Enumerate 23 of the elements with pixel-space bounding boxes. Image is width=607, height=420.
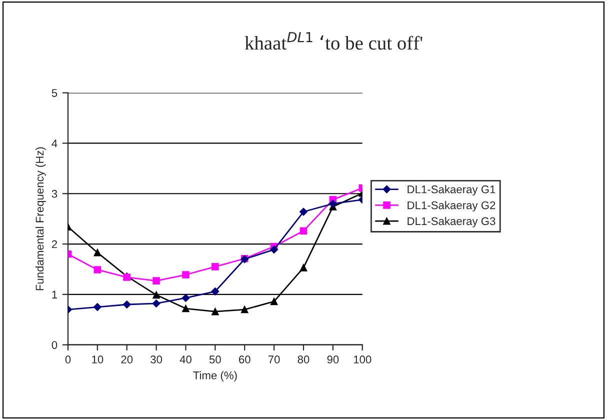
y-tick-label: 2 <box>52 240 58 248</box>
y-tick-label: 5 <box>52 89 58 97</box>
y-tick-label: 0 <box>52 341 58 349</box>
x-axis-title: Time (%) <box>193 371 237 382</box>
x-tick-label: 90 <box>327 356 339 364</box>
y-tick-label: 1 <box>52 290 58 298</box>
legend-label: DL1-Sakaeray G3 <box>408 216 496 228</box>
x-tick-label: 70 <box>268 356 280 364</box>
x-tick-label: 0 <box>65 356 71 364</box>
legend-label: DL1-Sakaeray G2 <box>408 201 496 212</box>
x-tick-label: 80 <box>298 356 310 364</box>
chart-title: khaat$^{DL1}$ ‘to be cut off' <box>244 32 422 50</box>
x-tick-label: 10 <box>92 356 104 364</box>
x-tick-label: 50 <box>209 356 221 364</box>
x-tick-label: 60 <box>239 356 250 364</box>
x-tick-label: 30 <box>150 356 162 364</box>
legend-label: DL1-Sakaeray G1 <box>408 185 496 196</box>
y-axis-title: Fundamental Frequency (Hz) <box>35 147 46 290</box>
x-tick-label: 40 <box>180 356 192 364</box>
y-tick-label: 4 <box>52 140 58 148</box>
x-tick-label: 20 <box>121 356 133 364</box>
x-tick-label: 100 <box>354 356 372 364</box>
y-tick-label: 3 <box>52 190 58 198</box>
